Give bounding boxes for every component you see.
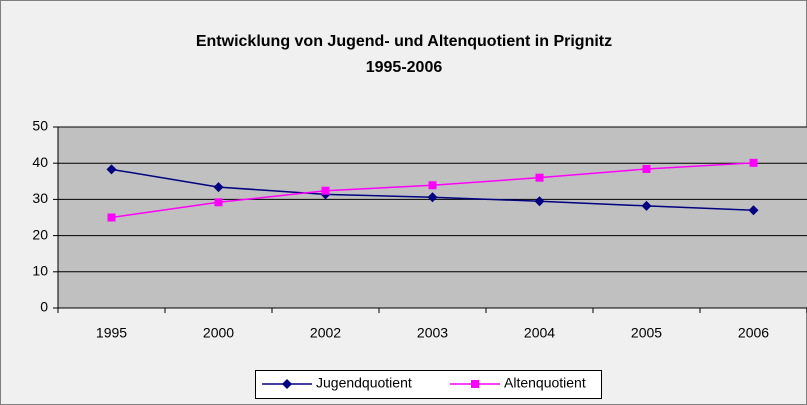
legend-label: Altenquotient	[504, 375, 586, 391]
x-tick-label: 1995	[96, 325, 127, 341]
legend-label: Jugendquotient	[316, 375, 412, 391]
marker	[107, 213, 116, 222]
marker	[749, 158, 758, 167]
marker	[428, 181, 437, 190]
x-tick-label: 2000	[203, 325, 234, 341]
y-tick-label: 40	[32, 154, 48, 170]
marker	[427, 192, 438, 203]
legend-box	[255, 370, 602, 399]
x-tick-label: 2002	[310, 325, 341, 341]
x-tick-label: 2003	[417, 325, 448, 341]
y-tick-label: 0	[40, 299, 48, 315]
chart-subtitle: 1995-2006	[366, 59, 443, 76]
y-tick-label: 30	[32, 190, 48, 206]
marker	[213, 182, 224, 193]
plot-area	[58, 127, 807, 308]
marker	[214, 198, 223, 207]
marker	[534, 196, 545, 207]
marker	[641, 200, 652, 211]
marker	[535, 173, 544, 182]
chart-title: Entwicklung von Jugend- und Altenquotien…	[196, 33, 612, 50]
marker	[106, 164, 117, 175]
y-tick-label: 10	[32, 263, 48, 279]
x-tick-label: 2004	[524, 325, 555, 341]
y-tick-label: 20	[32, 226, 48, 242]
marker	[642, 164, 651, 173]
marker	[748, 205, 759, 216]
y-tick-label: 50	[32, 118, 48, 134]
legend-marker	[471, 380, 479, 388]
x-tick-label: 2005	[631, 325, 662, 341]
x-tick-label: 2006	[738, 325, 769, 341]
legend-marker	[282, 379, 292, 389]
marker	[321, 186, 330, 195]
